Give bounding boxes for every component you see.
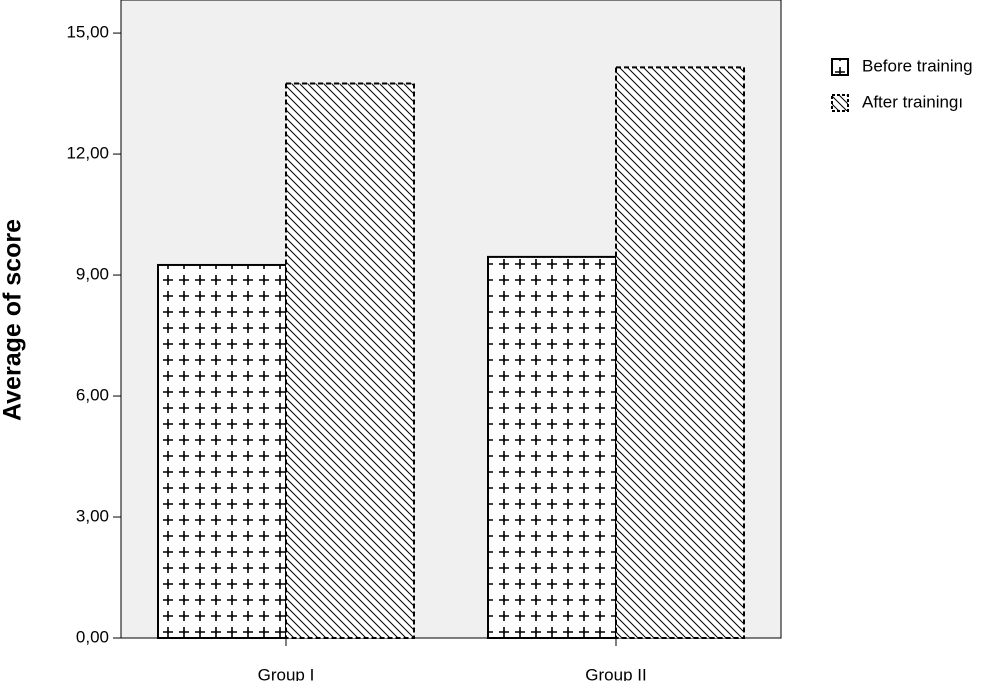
x-tick-label: Group I — [258, 665, 315, 681]
legend-swatch — [831, 58, 849, 76]
legend-label: Before training — [862, 56, 973, 75]
y-tick-label: 0,00 — [76, 627, 109, 646]
y-tick-label: 3,00 — [76, 506, 109, 525]
y-axis-title: Average of score — [0, 219, 27, 421]
legend-label: After trainingı — [862, 92, 963, 111]
y-tick-label: 12,00 — [66, 144, 109, 163]
y-tick-label: 9,00 — [76, 265, 109, 284]
legend-swatch — [831, 94, 849, 112]
y-tick-label: 6,00 — [76, 386, 109, 405]
y-tick-label: 15,00 — [66, 23, 109, 42]
bar — [285, 82, 415, 639]
x-tick-label: Group II — [585, 665, 646, 681]
bar — [487, 255, 617, 639]
bar — [157, 263, 287, 639]
bar — [615, 66, 745, 639]
